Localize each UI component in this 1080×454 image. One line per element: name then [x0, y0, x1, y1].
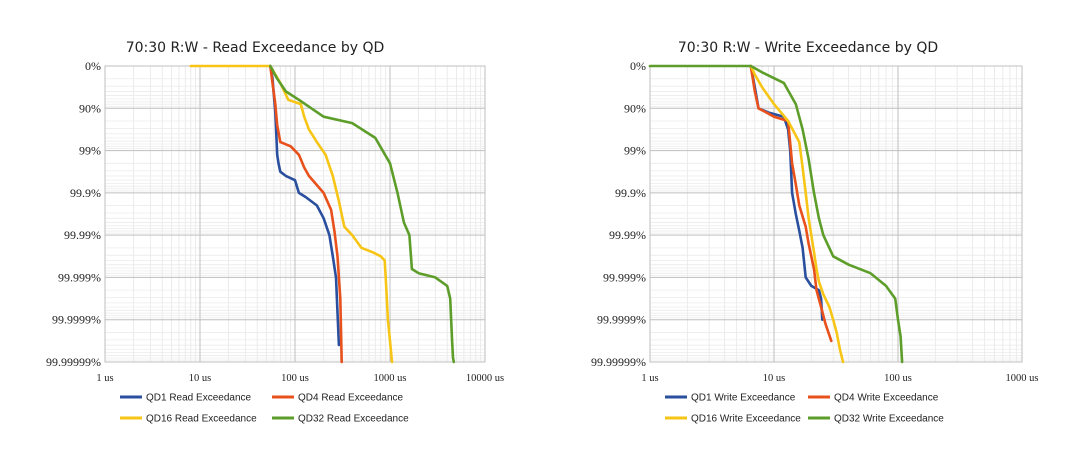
- x-tick-label: 100 us: [884, 373, 912, 384]
- legend-label: QD4 Read Exceedance: [298, 393, 404, 404]
- series-line: [648, 64, 904, 364]
- x-tick-label: 10000 us: [466, 373, 504, 384]
- legend-label: QD32 Read Exceedance: [298, 414, 409, 425]
- legend-label: QD1 Write Exceedance: [691, 393, 796, 404]
- legend-label: QD4 Write Exceedance: [834, 393, 939, 404]
- series-line: [749, 64, 833, 343]
- series-line: [749, 64, 845, 364]
- y-tick-label: 90%: [624, 101, 646, 115]
- y-tick-label: 99%: [79, 144, 101, 158]
- y-tick-label: 99%: [624, 144, 646, 158]
- y-tick-label: 99.99%: [64, 228, 101, 242]
- y-tick-label: 99.9%: [615, 186, 646, 200]
- chart-title: 70:30 R:W - Read Exceedance by QD: [126, 40, 385, 56]
- y-tick-label: 99.99999%: [591, 355, 646, 369]
- legend-label: QD16 Read Exceedance: [146, 414, 257, 425]
- y-tick-label: 99.9999%: [597, 313, 646, 327]
- y-tick-label: 90%: [79, 101, 101, 115]
- y-tick-label: 99.99999%: [46, 355, 101, 369]
- x-tick-label: 10 us: [763, 373, 785, 384]
- y-tick-label: 99.999%: [58, 270, 101, 284]
- legend-label: QD16 Write Exceedance: [691, 414, 801, 425]
- y-tick-label: 0%: [85, 59, 101, 73]
- chart-title: 70:30 R:W - Write Exceedance by QD: [678, 40, 938, 56]
- y-tick-label: 99.99%: [609, 228, 646, 242]
- legend-label: QD32 Write Exceedance: [834, 414, 944, 425]
- series-line: [268, 64, 456, 364]
- chart-write: 70:30 R:W - Write Exceedance by QD 0% 90% 9…: [591, 40, 1038, 425]
- y-tick-label: 0%: [630, 59, 646, 73]
- x-tick-label: 1 us: [96, 373, 113, 384]
- x-tick-label: 1000 us: [1006, 373, 1039, 384]
- y-tick-label: 99.999%: [603, 270, 646, 284]
- series-line: [268, 64, 344, 364]
- y-tick-label: 99.9999%: [52, 313, 101, 327]
- plot-area: [649, 65, 1023, 363]
- x-tick-label: 100 us: [281, 373, 309, 384]
- x-tick-label: 1000 us: [374, 373, 407, 384]
- x-tick-label: 1 us: [641, 373, 658, 384]
- chart-read: 70:30 R:W - Read Exceedance by QD 0% 90% 99…: [46, 40, 504, 425]
- legend-label: QD1 Read Exceedance: [146, 393, 252, 404]
- y-tick-label: 99.9%: [70, 186, 101, 200]
- x-tick-label: 10 us: [189, 373, 211, 384]
